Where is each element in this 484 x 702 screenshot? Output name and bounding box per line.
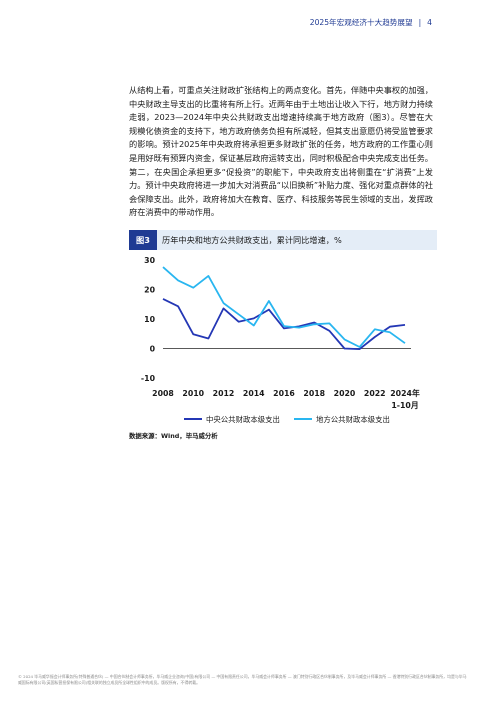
x-tick-sublabel: 1-10月 (391, 401, 418, 410)
data-source: 数据来源：Wind，毕马威分析 (129, 432, 218, 440)
figure-title: 历年中央和地方公共财政支出，累计同比增速，% (162, 235, 342, 245)
x-tick-label: 2024年 (390, 388, 420, 398)
x-tick-label: 2008 (152, 389, 174, 398)
y-tick-label: 10 (144, 315, 155, 324)
x-tick-label: 2018 (303, 389, 325, 398)
figure-tag: 图3 (129, 230, 157, 250)
body-paragraph: 从结构上看，可重点关注财政扩张结构上的两点变化。首先，伴随中央事权的加强，中央财… (129, 85, 433, 218)
x-tick-label: 2014 (243, 389, 265, 398)
x-tick-label: 2022 (364, 389, 386, 398)
page-header: 2025年宏观经济十大趋势展望 | 4 (310, 17, 432, 28)
figure-title-bar: 图3 历年中央和地方公共财政支出，累计同比增速，% (129, 230, 437, 250)
copyright-footer: © 2024 毕马威华振会计师事务所(特殊普通合伙) — 中国合伙制会计师事务所… (18, 674, 467, 685)
x-tick-label: 2020 (334, 389, 356, 398)
series-line-2 (162, 266, 406, 348)
page-number: 4 (427, 18, 432, 27)
fiscal-spending-line-chart: -10 0 10 20 30 2008 2010 2012 2014 2016 2018 2020 20… (141, 256, 420, 424)
legend-label-1: 中央公共财政本级支出 (206, 415, 280, 424)
x-tick-label: 2010 (182, 389, 204, 398)
y-tick-label: 0 (150, 345, 156, 354)
legend-label-2: 地方公共财政本级支出 (316, 415, 390, 424)
y-tick-label: -10 (141, 374, 156, 383)
y-tick-label: 20 (144, 286, 155, 295)
header-separator: | (418, 18, 422, 27)
x-tick-label: 2016 (273, 389, 295, 398)
series-line-1 (162, 298, 406, 350)
report-title: 2025年宏观经济十大趋势展望 (309, 18, 413, 27)
x-tick-label: 2012 (213, 389, 235, 398)
y-tick-label: 30 (144, 256, 155, 265)
